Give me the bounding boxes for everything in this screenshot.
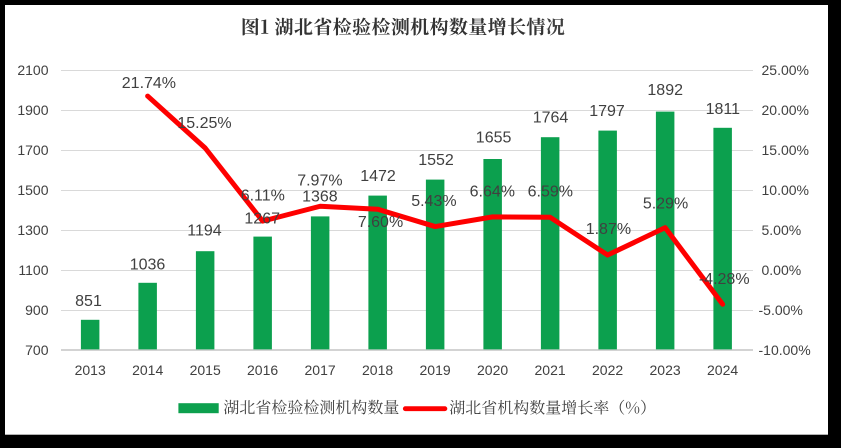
svg-text:2018: 2018 xyxy=(362,362,393,378)
svg-text:21.74%: 21.74% xyxy=(122,75,176,92)
svg-text:6.64%: 6.64% xyxy=(470,183,515,200)
svg-text:10.00%: 10.00% xyxy=(762,182,809,198)
svg-text:2022: 2022 xyxy=(592,362,623,378)
svg-text:2017: 2017 xyxy=(305,362,336,378)
svg-text:5.29%: 5.29% xyxy=(643,196,688,213)
svg-text:1797: 1797 xyxy=(589,103,625,120)
svg-text:1.87%: 1.87% xyxy=(586,221,631,238)
svg-text:1552: 1552 xyxy=(418,152,454,169)
svg-text:1811: 1811 xyxy=(706,101,741,118)
svg-text:851: 851 xyxy=(75,293,102,310)
svg-text:1900: 1900 xyxy=(17,102,48,118)
svg-text:1194: 1194 xyxy=(187,223,222,240)
svg-text:2023: 2023 xyxy=(650,362,681,378)
svg-text:7.60%: 7.60% xyxy=(358,214,403,231)
svg-text:700: 700 xyxy=(25,342,49,358)
svg-text:-10.00%: -10.00% xyxy=(759,342,811,358)
svg-text:1100: 1100 xyxy=(18,262,48,278)
svg-text:2100: 2100 xyxy=(17,62,48,78)
svg-text:6.11%: 6.11% xyxy=(241,188,285,205)
svg-text:1267: 1267 xyxy=(244,210,280,227)
svg-text:2020: 2020 xyxy=(477,362,508,378)
svg-text:-4.28%: -4.28% xyxy=(699,271,750,288)
svg-text:7.97%: 7.97% xyxy=(297,172,342,189)
svg-text:2013: 2013 xyxy=(75,362,106,378)
svg-text:5.00%: 5.00% xyxy=(762,222,802,238)
svg-text:2014: 2014 xyxy=(132,362,163,378)
svg-text:25.00%: 25.00% xyxy=(762,62,809,78)
svg-text:6.59%: 6.59% xyxy=(528,183,573,200)
svg-text:2021: 2021 xyxy=(535,362,566,378)
svg-text:15.00%: 15.00% xyxy=(762,142,809,158)
svg-text:15.25%: 15.25% xyxy=(177,115,231,132)
svg-text:20.00%: 20.00% xyxy=(762,102,809,118)
svg-text:1764: 1764 xyxy=(533,109,569,126)
svg-text:1368: 1368 xyxy=(302,189,338,206)
svg-text:2024: 2024 xyxy=(707,362,738,378)
svg-text:1892: 1892 xyxy=(647,82,683,99)
svg-text:1700: 1700 xyxy=(17,142,48,158)
svg-text:0.00%: 0.00% xyxy=(762,262,802,278)
svg-text:900: 900 xyxy=(25,302,49,318)
svg-text:1036: 1036 xyxy=(130,256,166,273)
svg-text:2016: 2016 xyxy=(247,362,278,378)
svg-text:1500: 1500 xyxy=(17,182,48,198)
svg-text:1655: 1655 xyxy=(476,130,512,147)
svg-text:5.43%: 5.43% xyxy=(411,193,456,210)
svg-text:-5.00%: -5.00% xyxy=(759,302,803,318)
svg-text:1300: 1300 xyxy=(17,222,48,238)
svg-text:2019: 2019 xyxy=(420,362,451,378)
svg-text:1472: 1472 xyxy=(360,168,396,185)
svg-text:2015: 2015 xyxy=(190,362,221,378)
